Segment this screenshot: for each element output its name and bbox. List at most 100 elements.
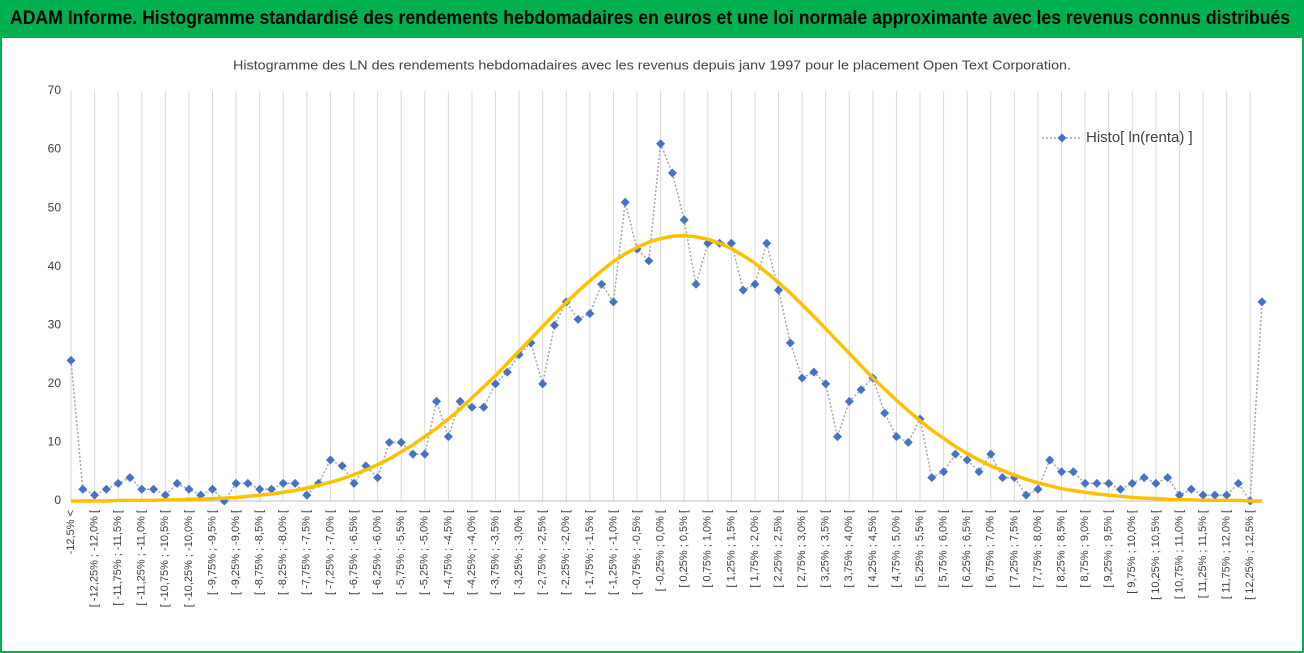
x-tick-label: [ 5,25% ; 5,5% [	[914, 510, 926, 588]
data-point	[231, 478, 241, 488]
data-point	[927, 473, 937, 483]
data-point	[797, 373, 807, 383]
x-tick-label: [ -2,25% ; -2,0% [	[560, 510, 572, 595]
data-point	[1139, 473, 1149, 483]
data-point	[1080, 478, 1090, 488]
data-point	[891, 432, 901, 442]
x-tick-label: [ 1,75% ; 2,0% [	[749, 510, 761, 588]
x-tick-label: [ 8,75% ; 9,0% [	[1079, 510, 1091, 588]
data-point	[113, 478, 123, 488]
y-tick-label: 10	[48, 435, 62, 449]
data-point	[432, 396, 442, 406]
data-point	[1045, 455, 1055, 465]
data-point	[1222, 490, 1232, 500]
data-point	[90, 490, 100, 500]
data-point	[1127, 478, 1137, 488]
data-point	[939, 467, 949, 477]
x-tick-label: [ -6,25% ; -6,0% [	[372, 510, 384, 595]
data-point	[78, 484, 88, 494]
data-point	[762, 238, 772, 248]
x-tick-label: [ -1,75% ; -1,5% [	[584, 510, 596, 595]
data-point	[160, 490, 170, 500]
data-point	[278, 478, 288, 488]
data-point	[573, 314, 583, 324]
data-point	[396, 437, 406, 447]
data-point	[1057, 467, 1067, 477]
x-tick-label: [ -10,75% ; -10,5% [	[159, 510, 171, 607]
data-point	[443, 432, 453, 442]
x-tick-label: [ 7,75% ; 8,0% [	[1032, 510, 1044, 588]
data-point	[1257, 297, 1267, 307]
x-tick-label: [ 9,25% ; 9,5% [	[1103, 510, 1115, 588]
data-point	[384, 437, 394, 447]
data-point	[856, 385, 866, 395]
data-point	[656, 139, 666, 149]
data-point	[1021, 490, 1031, 500]
data-point	[455, 396, 465, 406]
legend-label: Histo[ ln(renta) ]	[1086, 129, 1193, 146]
x-tick-label: [ -1,25% ; -1,0% [	[607, 510, 619, 595]
data-point	[302, 490, 312, 500]
data-point	[337, 461, 347, 471]
x-tick-label: [ 6,25% ; 6,5% [	[961, 510, 973, 588]
data-point	[184, 484, 194, 494]
data-point	[750, 279, 760, 289]
x-tick-label: [ -9,75% ; -9,5% [	[206, 510, 218, 595]
x-tick-label: [ 0,25% ; 0,5% [	[678, 510, 690, 588]
data-point	[137, 484, 147, 494]
data-point	[349, 478, 359, 488]
data-point	[1163, 473, 1173, 483]
x-tick-label: [ -12,25% ; -12,0% [	[88, 510, 100, 607]
data-point	[691, 279, 701, 289]
data-point	[491, 379, 501, 389]
data-point	[467, 402, 477, 412]
data-point	[502, 367, 512, 377]
data-point	[1115, 484, 1125, 494]
x-tick-label: [ 12,25% ; 12,5% [	[1244, 510, 1256, 600]
data-point	[620, 197, 630, 207]
x-tick-label: [ -3,25% ; -3,0% [	[513, 510, 525, 595]
x-tick-label: [ 11,25% ; 11,5% [	[1197, 510, 1209, 598]
data-point	[644, 256, 654, 266]
data-point	[679, 215, 689, 225]
data-point	[538, 379, 548, 389]
data-point	[809, 367, 819, 377]
data-point	[1151, 478, 1161, 488]
x-tick-label: [ 3,75% ; 4,0% [	[843, 510, 855, 588]
data-point	[608, 297, 618, 307]
x-tick-label: [ 2,75% ; 3,0% [	[796, 510, 808, 588]
y-tick-label: 70	[48, 83, 62, 97]
header-bar	[0, 0, 1304, 38]
x-tick-label: [ -7,75% ; -7,5% [	[301, 510, 313, 595]
y-tick-label: 0	[54, 493, 61, 507]
x-tick-label: [ -7,25% ; -7,0% [	[324, 510, 336, 595]
x-tick-label: [ 4,25% ; 4,5% [	[867, 510, 879, 588]
y-tick-label: 60	[48, 142, 62, 156]
y-tick-label: 30	[48, 317, 62, 331]
y-tick-label: 50	[48, 200, 62, 214]
y-tick-label: 20	[48, 376, 62, 390]
data-point	[1210, 490, 1220, 500]
data-point	[1233, 478, 1243, 488]
data-point	[549, 320, 559, 330]
x-tick-label: [ 7,25% ; 7,5% [	[1008, 510, 1020, 588]
data-point	[208, 484, 218, 494]
data-point	[266, 484, 276, 494]
x-tick-label: [ -5,25% ; -5,0% [	[419, 510, 431, 595]
x-tick-label: [ 2,25% ; 2,5% [	[772, 510, 784, 588]
x-tick-label: [ -11,25% ; -11,0% [	[136, 510, 148, 606]
data-point	[290, 478, 300, 488]
x-tick-label: [ -8,25% ; -8,0% [	[277, 510, 289, 595]
data-point	[325, 455, 335, 465]
data-point	[962, 455, 972, 465]
data-point	[986, 449, 996, 459]
data-point	[101, 484, 111, 494]
data-point	[373, 473, 383, 483]
data-point	[1174, 490, 1184, 500]
x-tick-label: -12,5% <	[65, 510, 77, 554]
data-point	[880, 408, 890, 418]
y-tick-label: 40	[48, 259, 62, 273]
x-tick-label: [ -10,25% ; -10,0% [	[183, 510, 195, 607]
